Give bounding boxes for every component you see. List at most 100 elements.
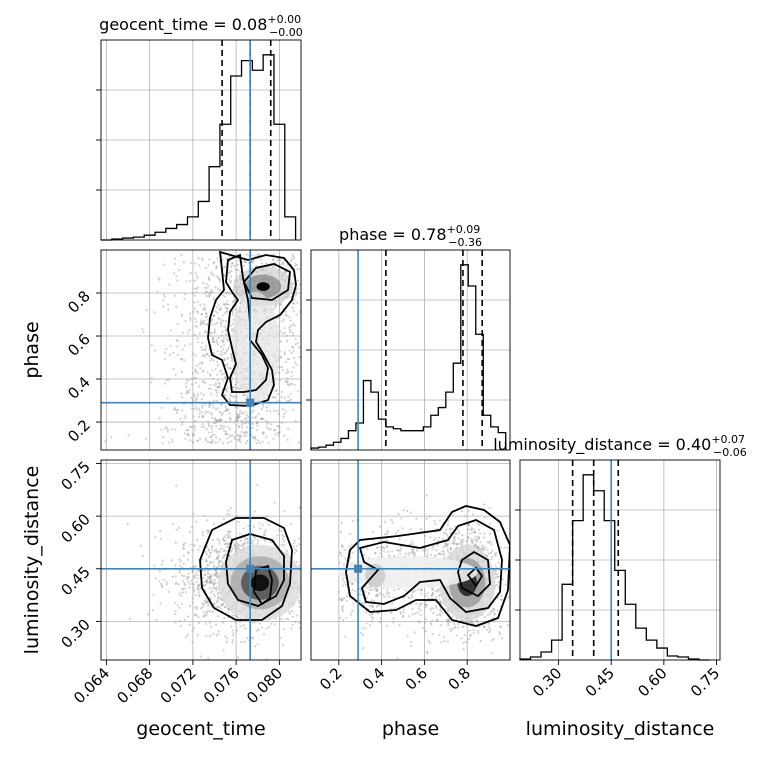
sample-point: [227, 346, 231, 349]
sample-point: [247, 416, 250, 419]
sample-point: [256, 425, 259, 428]
sample-point: [160, 428, 163, 431]
sample-point: [276, 409, 279, 412]
sample-point: [216, 599, 219, 602]
y-tick-label: 0.4: [64, 373, 94, 403]
sample-point: [204, 355, 207, 358]
sample-point: [492, 637, 495, 641]
sample-point: [173, 612, 176, 616]
sample-point: [404, 589, 407, 592]
sample-point: [235, 548, 238, 551]
sample-point: [419, 527, 422, 531]
sample-point: [225, 257, 228, 260]
sample-point: [273, 265, 276, 268]
sample-point: [194, 593, 197, 597]
sample-point: [308, 577, 310, 579]
sample-point: [281, 534, 284, 537]
sample-point: [228, 420, 231, 423]
sample-point: [468, 629, 471, 632]
sample-point: [398, 549, 401, 553]
sample-point: [283, 434, 286, 437]
sample-point: [232, 614, 235, 617]
sample-point: [223, 312, 227, 315]
sample-point: [220, 427, 223, 430]
sample-point: [433, 519, 436, 523]
sample-point: [198, 437, 202, 440]
sample-point: [201, 257, 204, 260]
sample-point: [185, 392, 188, 395]
sample-point: [313, 327, 315, 329]
sample-point: [224, 405, 227, 408]
sample-point: [210, 435, 213, 439]
x-axis-label: luminosity_distance: [526, 718, 715, 740]
sample-point: [176, 279, 179, 282]
sample-point: [257, 539, 260, 542]
sample-point: [474, 531, 477, 534]
sample-point: [258, 522, 261, 525]
sample-point: [292, 346, 295, 349]
sample-point: [285, 339, 289, 342]
sample-point: [439, 609, 442, 612]
sample-point: [226, 366, 230, 369]
sample-point: [488, 522, 491, 526]
sample-point: [513, 600, 515, 602]
sample-point: [440, 641, 443, 644]
sample-point: [229, 281, 232, 284]
sample-point: [475, 620, 478, 623]
sample-point: [212, 338, 215, 341]
sample-point: [218, 309, 221, 312]
sample-point: [284, 310, 287, 313]
sample-point: [165, 379, 169, 382]
sample-point: [287, 427, 290, 430]
sample-point: [303, 268, 305, 270]
sample-point: [194, 262, 197, 265]
sample-point: [460, 637, 463, 640]
sample-point: [437, 539, 440, 542]
sample-point: [210, 271, 213, 274]
sample-point: [312, 362, 314, 364]
sample-point: [449, 547, 452, 551]
sample-point: [467, 524, 471, 527]
sample-point: [281, 537, 285, 540]
sample-point: [286, 382, 289, 386]
sample-point: [209, 575, 213, 578]
sample-point: [156, 290, 159, 293]
sample-point: [265, 405, 269, 409]
sample-point: [265, 515, 268, 518]
title-plus: +0.07: [711, 433, 745, 446]
sample-point: [205, 291, 208, 294]
sample-point: [204, 330, 207, 333]
sample-point: [244, 261, 248, 264]
sample-point: [492, 607, 495, 611]
sample-point: [192, 434, 195, 437]
sample-point: [194, 405, 197, 408]
sample-point: [194, 354, 197, 357]
sample-point: [161, 586, 164, 589]
y-tick-label: 0.2: [64, 416, 94, 446]
sample-point: [154, 349, 157, 352]
sample-point: [236, 419, 239, 423]
sample-point: [477, 537, 481, 540]
sample-point: [448, 627, 451, 630]
sample-point: [215, 634, 218, 637]
sample-point: [273, 409, 276, 413]
sample-point: [215, 575, 218, 578]
sample-point: [278, 399, 281, 402]
sample-point: [203, 348, 206, 352]
sample-point: [243, 421, 246, 424]
sample-point: [185, 378, 188, 381]
sample-point: [294, 621, 297, 624]
sample-point: [228, 271, 231, 274]
sample-point: [313, 580, 315, 582]
sample-point: [439, 600, 442, 603]
sample-point: [215, 389, 218, 392]
sample-point: [484, 616, 487, 619]
sample-point: [440, 602, 443, 605]
sample-point: [239, 409, 242, 412]
sample-point: [211, 545, 214, 548]
sample-point: [220, 419, 223, 422]
sample-point: [233, 437, 237, 440]
sample-point: [230, 550, 233, 553]
sample-point: [291, 623, 294, 627]
sample-point: [193, 287, 196, 290]
